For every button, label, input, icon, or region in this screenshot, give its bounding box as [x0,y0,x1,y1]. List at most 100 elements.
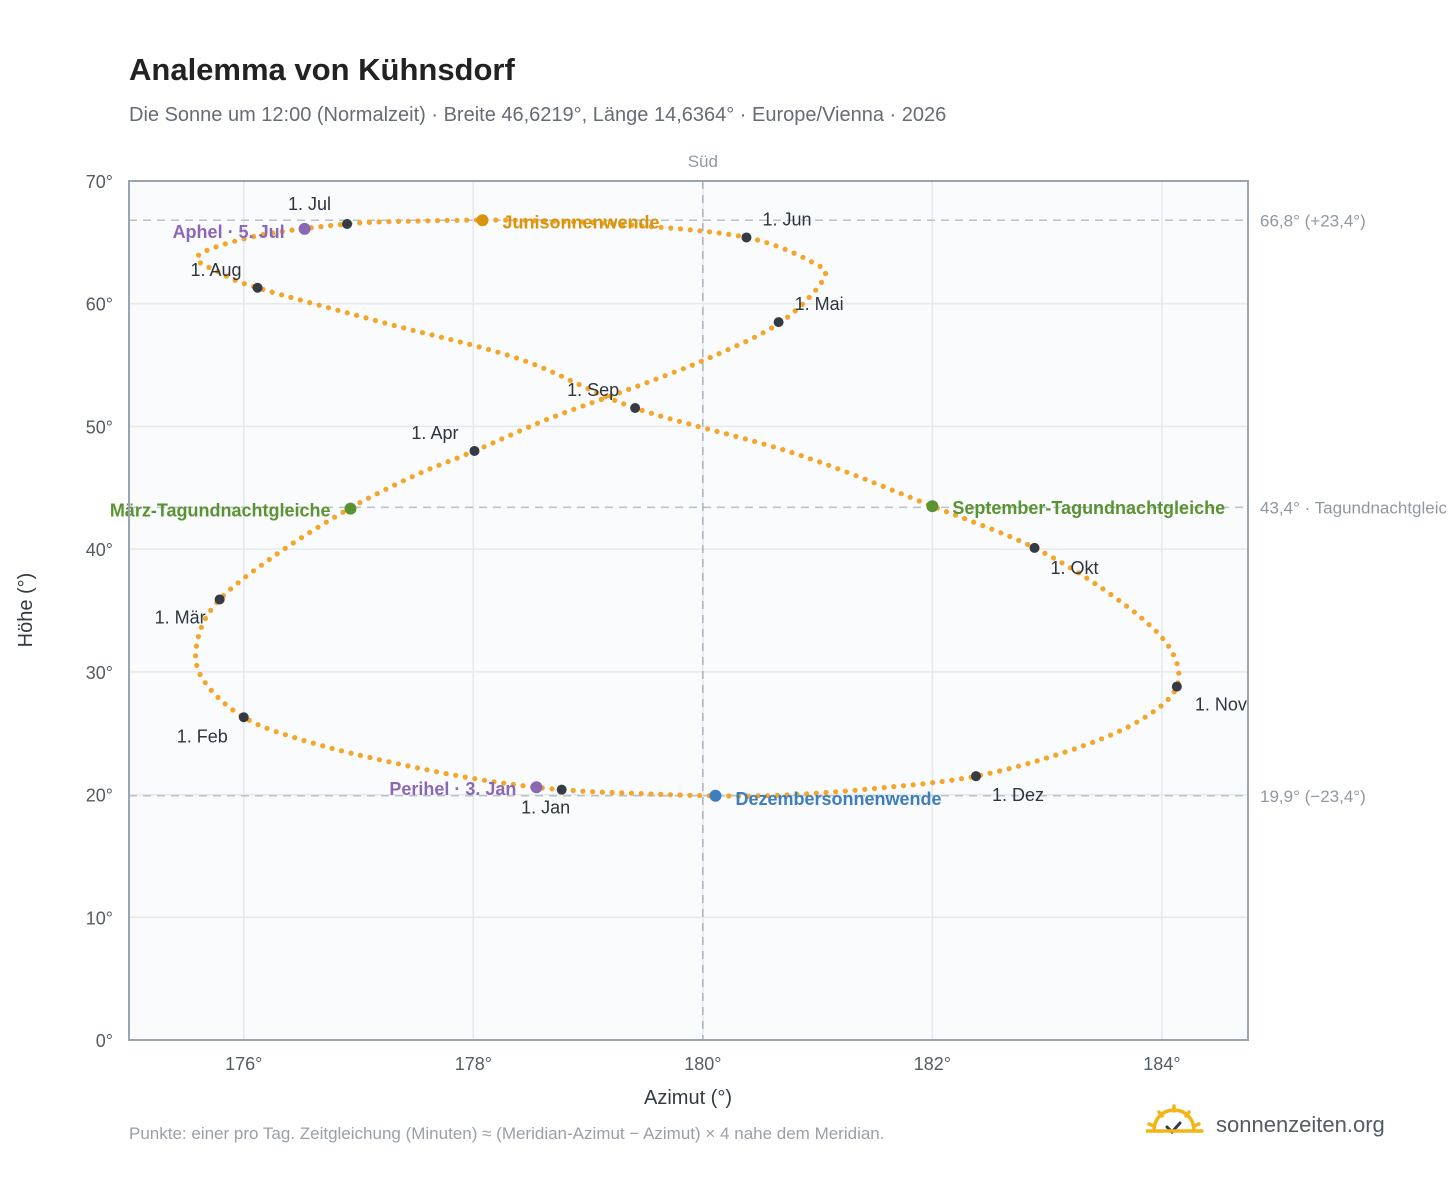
daily-point [639,223,645,229]
daily-point [282,545,288,552]
daily-point [610,221,616,227]
daily-point [705,426,711,432]
daily-point [386,759,392,765]
daily-point [410,327,416,333]
daily-point [1165,696,1171,703]
daily-point [653,376,659,382]
daily-point [250,568,257,574]
daily-point [532,218,538,224]
month-label: 1. Aug [190,260,241,280]
daily-point [501,780,507,786]
daily-point [607,393,614,399]
daily-point [316,302,322,308]
daily-point [1015,763,1022,769]
daily-point [580,788,586,794]
event-marker [476,214,489,227]
daily-point [320,743,326,749]
event-label: März-Tagundnachtgleiche [110,501,331,521]
daily-point [785,314,791,320]
daily-point [697,228,703,234]
daily-point [273,729,279,735]
daily-point [799,301,806,307]
daily-point [826,462,832,468]
daily-point [1174,661,1180,667]
month-markers: 1. Jan 1. Feb 1. Mär 1. Apr 1. Mai 1. Jun 1. J… [155,194,1247,818]
month-marker [214,594,225,605]
daily-point [266,556,272,563]
daily-point [400,478,406,484]
daily-point [222,701,228,707]
daily-point [600,220,606,226]
x-axis-label: Azimut (°) [644,1087,732,1109]
y-tick-label: 20° [86,786,113,806]
daily-point [196,252,202,258]
daily-point [243,574,249,580]
y-tick-label: 40° [86,540,113,560]
daily-point [279,228,285,235]
daily-point [987,770,993,776]
event-marker [926,500,939,513]
daily-point [733,433,739,439]
daily-point [871,785,878,792]
daily-point [1025,541,1031,548]
daily-point [697,792,703,799]
month-label: 1. Mär [155,607,206,627]
daily-point [315,524,321,530]
daily-point [405,218,411,224]
daily-point [571,406,577,412]
daily-point [383,486,389,492]
daily-point [436,462,442,468]
daily-point [534,420,541,426]
month-marker [342,218,353,229]
daily-point [392,482,398,488]
daily-point [418,470,424,476]
daily-point [761,441,767,447]
daily-point [433,769,440,775]
daily-point [512,217,518,223]
y-tick-label: 60° [86,295,113,315]
daily-point [499,436,505,442]
daily-point [617,390,623,396]
daily-point [576,381,582,388]
daily-point [1125,724,1131,730]
daily-point [580,219,587,225]
daily-point [192,653,199,659]
month-label: 1. Apr [411,423,458,443]
reference-label: 66,8° (+23,4°) [1260,211,1366,230]
daily-point [687,227,693,233]
daily-point [348,750,354,756]
daily-point [1131,609,1137,615]
daily-point [629,222,635,228]
daily-point [1134,719,1140,725]
daily-point [391,322,397,329]
month-label: 1. Nov [1195,695,1247,715]
daily-point [813,287,819,293]
daily-point [1067,565,1073,571]
daily-point [853,473,859,479]
daily-point [784,792,790,798]
meridian-label: Süd [688,152,718,171]
daily-point [667,416,673,422]
daily-point [202,680,208,686]
daily-point [910,782,916,788]
event-markers: Junisonnenwende Dezembersonnenwende März-T… [110,212,1225,809]
daily-point [367,754,373,761]
daily-point [457,339,463,345]
daily-point [774,792,781,798]
brand-logo[interactable]: sonnenzeiten.org [1146,1104,1406,1148]
daily-point [1092,580,1098,587]
daily-point [382,320,388,326]
daily-point [1043,755,1050,761]
daily-point [1006,766,1012,772]
plot-frame [128,180,1249,1041]
daily-point [427,466,433,472]
daily-point [1108,732,1114,738]
daily-point [462,774,468,780]
daily-point [208,687,214,693]
month-label: 1. Jul [288,194,331,214]
daily-point [332,514,338,520]
daily-point [481,444,487,450]
daily-point [204,247,210,253]
daily-point [386,219,392,225]
daily-point [1084,575,1090,581]
